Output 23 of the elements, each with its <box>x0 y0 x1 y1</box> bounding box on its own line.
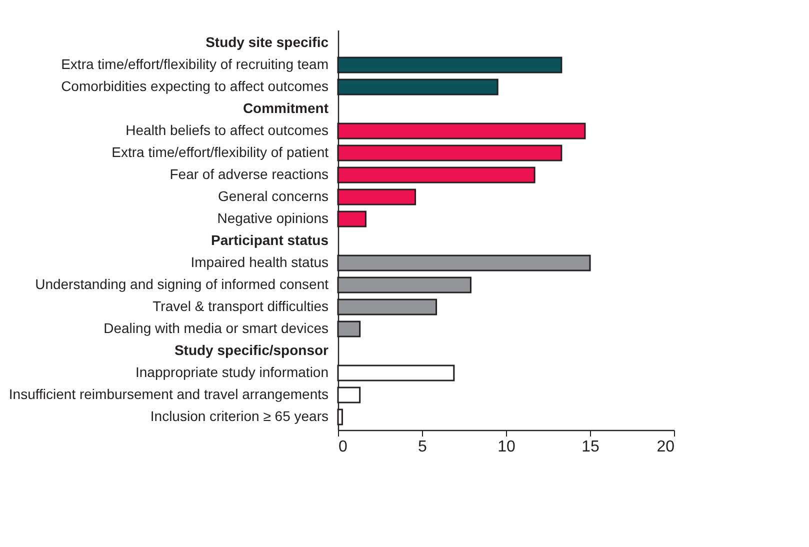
y-tick-label: Extra time/effort/flexibility of patient <box>112 144 329 160</box>
y-tick-label: Understanding and signing of informed consent <box>35 276 329 292</box>
y-tick-label: General concerns <box>218 188 328 204</box>
y-tick-label: Participant status <box>211 232 329 248</box>
y-tick-label: Fear of adverse reactions <box>170 166 328 182</box>
y-tick-label: Inclusion criterion ≥ 65 years <box>150 408 328 424</box>
y-tick-label: Extra time/effort/flexibility of recruiting team <box>61 56 328 72</box>
x-tick-label: 5 <box>418 438 428 456</box>
y-tick-label: Study specific/sponsor <box>174 342 330 358</box>
x-tick-label: 20 <box>656 438 675 456</box>
y-tick-label: Inappropriate study information <box>136 364 328 380</box>
y-tick-label: Travel & transport difficulties <box>152 298 328 314</box>
y-tick-label: Impaired health status <box>190 254 328 270</box>
y-tick-label: Comorbidities expecting to affect outcomes <box>61 78 328 94</box>
y-tick-label: Study site specific <box>206 34 329 50</box>
y-tick-label: Dealing with media or smart devices <box>104 320 328 336</box>
x-tick-label: 0 <box>338 438 348 456</box>
y-tick-label: Commitment <box>242 100 329 116</box>
x-tick-label: 15 <box>582 438 600 456</box>
y-tick-label: Health beliefs to affect outcomes <box>126 122 328 138</box>
y-tick-label: Insufficient reimbursement and travel arrangements <box>8 386 328 402</box>
y-tick-label: Negative opinions <box>217 210 328 226</box>
x-tick-label: 10 <box>498 438 516 456</box>
